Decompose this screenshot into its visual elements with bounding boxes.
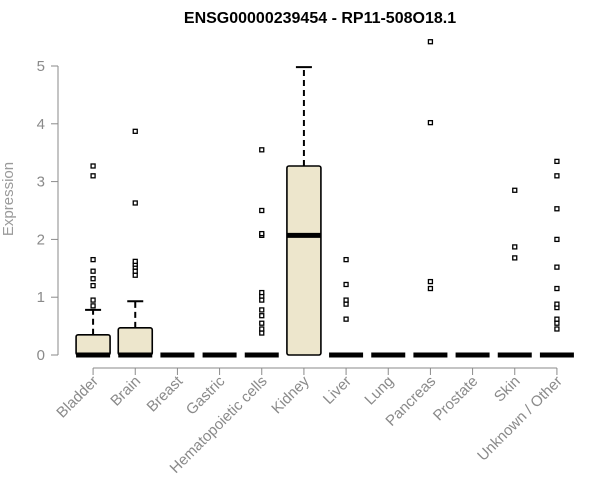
outlier-point (259, 207, 265, 214)
outlier-point (554, 326, 560, 332)
outlier-point (343, 281, 349, 288)
outlier-point (90, 163, 96, 169)
outlier-point (90, 297, 96, 303)
outlier-point (132, 258, 138, 265)
x-tick-label: Kidney (268, 372, 313, 417)
box-pancreas (413, 39, 448, 358)
box-bladder (75, 163, 111, 358)
y-tick-label: 0 (37, 347, 45, 364)
outlier-point (427, 39, 434, 45)
outlier-point (512, 244, 518, 250)
outlier-point (132, 128, 138, 134)
box-hematopoietic-cells (244, 147, 279, 358)
outlier-point (259, 307, 265, 313)
outlier-point (259, 313, 265, 319)
box-body (286, 165, 322, 356)
outlier-point (554, 285, 560, 292)
chart-title: ENSG00000239454 - RP11-508O18.1 (184, 10, 456, 27)
x-tick-label: Prostate (430, 373, 482, 425)
outlier-point (259, 326, 265, 332)
y-axis-label: Expression (0, 162, 17, 236)
y-tick-label: 1 (37, 289, 45, 306)
box-liver (329, 256, 364, 358)
outlier-point (554, 158, 560, 165)
outlier-point (343, 256, 349, 263)
x-tick-label: Liver (320, 373, 355, 408)
outlier-point (343, 316, 349, 322)
outlier-point (427, 119, 434, 126)
outlier-point (343, 297, 349, 303)
box-brain (117, 128, 154, 358)
x-tick-label: Brain (107, 373, 144, 410)
outlier-point (259, 147, 265, 153)
outlier-point (554, 264, 560, 270)
y-tick-label: 3 (37, 174, 45, 191)
outlier-point (554, 173, 560, 179)
outlier-point (554, 206, 560, 212)
outlier-point (427, 285, 434, 292)
box-body (75, 333, 111, 356)
outlier-point (259, 289, 265, 296)
y-tick-label: 4 (37, 116, 45, 133)
outlier-point (90, 268, 96, 274)
box-kidney (286, 66, 322, 356)
outlier-point (132, 200, 138, 206)
x-tick-label: Skin (491, 373, 524, 406)
x-tick-label: Bladder (53, 373, 102, 422)
box-skin (497, 187, 532, 358)
outlier-point (90, 276, 96, 282)
x-tick-label: Lung (361, 373, 397, 409)
outlier-point (90, 303, 96, 309)
y-tick-label: 2 (37, 231, 45, 248)
y-axis: 0 1 2 3 4 5 (37, 58, 59, 364)
outlier-point (554, 236, 560, 243)
x-tick-label: Breast (144, 372, 187, 415)
outlier-point (90, 256, 96, 263)
outlier-point (554, 316, 560, 322)
outlier-point (259, 320, 265, 326)
outlier-point (427, 278, 434, 285)
y-tick-label: 5 (37, 58, 45, 75)
outlier-point (259, 230, 265, 237)
outlier-point (554, 301, 560, 307)
outlier-point (512, 187, 518, 193)
boxplot-series (75, 39, 574, 358)
box-unknown-other (539, 158, 574, 358)
outlier-point (90, 173, 96, 179)
outlier-point (90, 282, 96, 289)
box-body (117, 327, 154, 356)
outlier-point (512, 255, 518, 261)
